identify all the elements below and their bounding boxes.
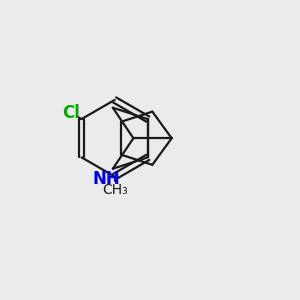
Text: NH: NH: [93, 170, 120, 188]
Text: Cl: Cl: [62, 104, 80, 122]
Text: CH₃: CH₃: [102, 183, 128, 197]
